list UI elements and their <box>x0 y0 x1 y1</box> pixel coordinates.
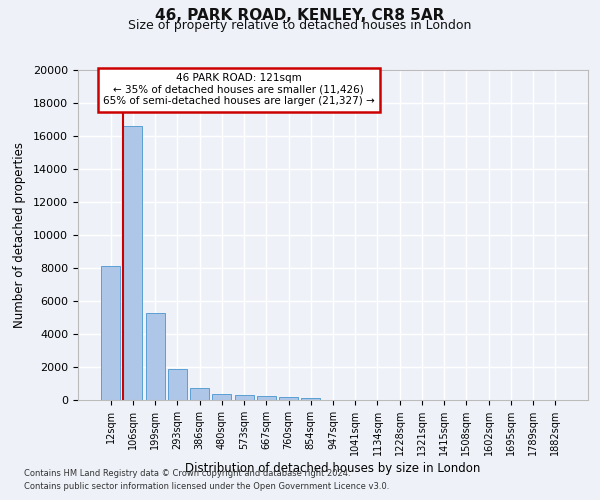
Bar <box>279 396 298 400</box>
Text: 46 PARK ROAD: 121sqm
← 35% of detached houses are smaller (11,426)
65% of semi-d: 46 PARK ROAD: 121sqm ← 35% of detached h… <box>103 74 374 106</box>
Bar <box>301 398 320 400</box>
Bar <box>235 396 254 400</box>
Bar <box>101 266 120 400</box>
Bar <box>146 312 164 400</box>
Y-axis label: Number of detached properties: Number of detached properties <box>13 142 26 328</box>
Bar <box>168 370 187 400</box>
X-axis label: Distribution of detached houses by size in London: Distribution of detached houses by size … <box>185 462 481 475</box>
Text: Contains HM Land Registry data © Crown copyright and database right 2024.: Contains HM Land Registry data © Crown c… <box>24 468 350 477</box>
Bar <box>257 396 276 400</box>
Text: Size of property relative to detached houses in London: Size of property relative to detached ho… <box>128 19 472 32</box>
Bar <box>124 126 142 400</box>
Text: Contains public sector information licensed under the Open Government Licence v3: Contains public sector information licen… <box>24 482 389 491</box>
Text: 46, PARK ROAD, KENLEY, CR8 5AR: 46, PARK ROAD, KENLEY, CR8 5AR <box>155 8 445 22</box>
Bar <box>212 394 231 400</box>
Bar <box>190 388 209 400</box>
